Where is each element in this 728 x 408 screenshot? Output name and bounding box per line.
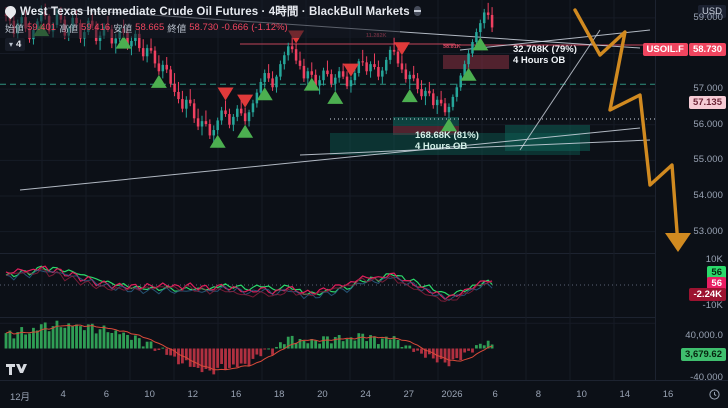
time-tick-12: 8 (535, 389, 542, 400)
vol-label-b: 38.81K (443, 44, 461, 50)
time-tick-15: 16 (662, 389, 674, 400)
price-pane[interactable] (0, 0, 655, 253)
time-tick-5: 16 (230, 389, 242, 400)
ob-label-lower-line1: 168.68K (81%) (415, 130, 479, 141)
osc-tag-magenta[interactable]: 56 (707, 277, 726, 290)
macd-tick-bottom: -40,000 (690, 372, 723, 383)
time-tick-13: 10 (576, 389, 587, 400)
ob-label-upper-line1: 32.708K (79%) (513, 44, 577, 55)
time-tick-6: 18 (273, 389, 285, 400)
time-tick-14: 14 (619, 389, 631, 400)
price-tick-55: 55.000 (693, 154, 723, 166)
price-tick-53: 53.000 (693, 225, 723, 237)
change-value: -0.666 (221, 22, 249, 33)
tradingview-logo-icon[interactable] (6, 364, 28, 378)
time-tick-7: 20 (317, 389, 328, 400)
ob-label-upper-line2: 4 Hours OB (513, 55, 566, 66)
indicator-legend-value: 4 (16, 39, 22, 50)
pane-divider-2 (0, 317, 655, 318)
oscillator-pane[interactable] (0, 253, 655, 317)
osc-tick-bottom: -10K (702, 300, 723, 311)
time-tick-4: 12 (187, 389, 199, 400)
chart-header: West Texas Intermediate Crude Oil Future… (0, 0, 421, 51)
symbol-tag[interactable]: USOIL.F (642, 43, 688, 56)
price-tick-57: 57.000 (693, 83, 723, 95)
last-price-tag[interactable]: 58.730 (688, 43, 726, 56)
time-tick-8: 24 (360, 389, 371, 400)
pane-divider-1 (0, 253, 655, 254)
price-scale[interactable]: USD 59.00058.00057.00056.00055.00054.000… (655, 0, 728, 383)
osc-tag-red[interactable]: -2.24K (689, 288, 726, 301)
time-tick-11: 6 (492, 389, 498, 400)
open-value: 59.401 (27, 22, 57, 33)
osc-tag-green[interactable]: 56 (707, 266, 726, 279)
level-price-tag[interactable]: 57.135 (688, 96, 726, 109)
macd-tag[interactable]: 3,679.62 (681, 348, 726, 361)
eye-hide-icon[interactable] (413, 6, 421, 16)
time-tick-2: 6 (103, 389, 110, 400)
close-value: 58.730 (189, 22, 219, 33)
time-tick-3: 10 (144, 389, 155, 400)
low-value: 58.665 (135, 22, 165, 33)
time-scale[interactable]: 12月 4 6 10 12 16 18 20 24 27 2026 6 8 10 14 16 (0, 380, 728, 408)
open-label: 始値 (5, 23, 25, 35)
macd-svg[interactable] (0, 317, 655, 380)
high-label: 高値 (59, 23, 79, 35)
price-chart-svg[interactable] (0, 0, 655, 253)
price-tick-54: 54.000 (693, 189, 723, 201)
osc-tick-top: 10K (705, 254, 723, 265)
time-tick-10: 2026 (441, 389, 463, 400)
ob-label-lower: 168.68K (81%) 4 Hours OB (415, 130, 479, 152)
oscillator-svg[interactable] (0, 253, 655, 317)
time-tick-9: 27 (403, 389, 415, 400)
ob-label-lower-line2: 4 Hours OB (415, 141, 468, 152)
title-row: West Texas Intermediate Crude Oil Future… (2, 3, 421, 19)
macd-pane[interactable] (0, 317, 655, 380)
time-tick-0: 12月 (9, 392, 31, 403)
price-tick-56: 56.000 (693, 118, 723, 130)
clock-icon[interactable] (709, 389, 720, 400)
ob-label-upper: 32.708K (79%) 4 Hours OB (513, 44, 577, 66)
price-tick-59: 59.000 (693, 11, 723, 23)
low-label: 安値 (113, 23, 133, 35)
time-tick-1: 4 (60, 389, 66, 400)
macd-tick-top: 40,000.0 (685, 330, 723, 341)
oil-drop-icon (2, 3, 19, 19)
page-title: West Texas Intermediate Crude Oil Future… (20, 6, 410, 18)
change-percent: (-1.12%) (251, 22, 288, 33)
high-value: 59.416 (81, 22, 111, 33)
indicator-legend[interactable]: ▾ 4 (5, 38, 26, 51)
currency-label: USD (697, 5, 726, 18)
close-label: 終値 (167, 23, 187, 35)
ohlc-row: 始値 59.401 高値 59.416 安値 58.665 終値 58.730 … (5, 21, 394, 35)
chevron-down-icon[interactable]: ▾ (9, 40, 14, 49)
